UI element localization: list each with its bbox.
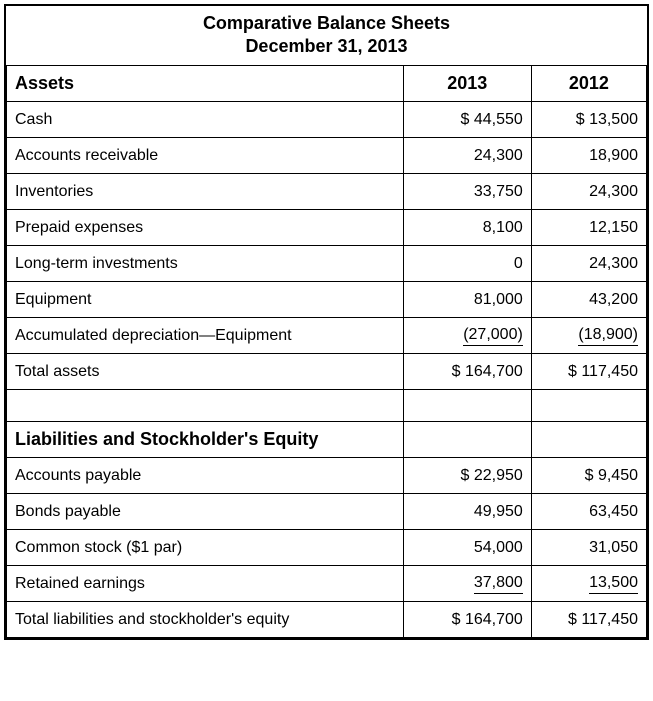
ar-y1: 24,300 xyxy=(403,138,531,174)
total-liab-label: Total liabilities and stockholder's equi… xyxy=(7,602,404,638)
prepaid-label: Prepaid expenses xyxy=(7,210,404,246)
ap-y2: $ 9,450 xyxy=(531,458,646,494)
prepaid-y2: 12,150 xyxy=(531,210,646,246)
prepaid-y1: 8,100 xyxy=(403,210,531,246)
spacer-row xyxy=(7,390,647,422)
cs-y1: 54,000 xyxy=(403,530,531,566)
assets-header: Assets xyxy=(7,66,404,102)
balance-sheet: Comparative Balance Sheets December 31, … xyxy=(4,4,649,640)
ar-y2: 18,900 xyxy=(531,138,646,174)
cash-y1: $ 44,550 xyxy=(403,102,531,138)
row-bonds: Bonds payable 49,950 63,450 xyxy=(7,494,647,530)
equip-label: Equipment xyxy=(7,282,404,318)
bonds-y1: 49,950 xyxy=(403,494,531,530)
inv-y2: 24,300 xyxy=(531,174,646,210)
header-row-assets: Assets 2013 2012 xyxy=(7,66,647,102)
accdep-y2-value: (18,900) xyxy=(578,326,638,346)
accdep-label: Accumulated depreciation—Equipment xyxy=(7,318,404,354)
row-ar: Accounts receivable 24,300 18,900 xyxy=(7,138,647,174)
year2-header: 2012 xyxy=(531,66,646,102)
re-y2-value: 13,500 xyxy=(589,574,638,594)
spacer-cell-3 xyxy=(531,390,646,422)
cash-y2: $ 13,500 xyxy=(531,102,646,138)
row-cash: Cash $ 44,550 $ 13,500 xyxy=(7,102,647,138)
total-assets-y2: $ 117,450 xyxy=(531,354,646,390)
row-common-stock: Common stock ($1 par) 54,000 31,050 xyxy=(7,530,647,566)
liab-header: Liabilities and Stockholder's Equity xyxy=(7,422,404,458)
spacer-cell-2 xyxy=(403,390,531,422)
cash-label: Cash xyxy=(7,102,404,138)
inv-label: Inventories xyxy=(7,174,404,210)
total-liab-y2: $ 117,450 xyxy=(531,602,646,638)
accdep-y2: (18,900) xyxy=(531,318,646,354)
title-line-2: December 31, 2013 xyxy=(6,35,647,58)
re-y1-value: 37,800 xyxy=(474,574,523,594)
liab-header-y2 xyxy=(531,422,646,458)
year1-header: 2013 xyxy=(403,66,531,102)
ap-y1: $ 22,950 xyxy=(403,458,531,494)
bonds-y2: 63,450 xyxy=(531,494,646,530)
row-equipment: Equipment 81,000 43,200 xyxy=(7,282,647,318)
row-inventories: Inventories 33,750 24,300 xyxy=(7,174,647,210)
total-assets-y1: $ 164,700 xyxy=(403,354,531,390)
inv-y1: 33,750 xyxy=(403,174,531,210)
spacer-cell-1 xyxy=(7,390,404,422)
ap-label: Accounts payable xyxy=(7,458,404,494)
bonds-label: Bonds payable xyxy=(7,494,404,530)
balance-sheet-table: Assets 2013 2012 Cash $ 44,550 $ 13,500 … xyxy=(6,65,647,638)
row-retained-earnings: Retained earnings 37,800 13,500 xyxy=(7,566,647,602)
re-label: Retained earnings xyxy=(7,566,404,602)
row-accdep: Accumulated depreciation—Equipment (27,0… xyxy=(7,318,647,354)
header-row-liab: Liabilities and Stockholder's Equity xyxy=(7,422,647,458)
equip-y1: 81,000 xyxy=(403,282,531,318)
lti-y2: 24,300 xyxy=(531,246,646,282)
total-liab-y1: $ 164,700 xyxy=(403,602,531,638)
row-prepaid: Prepaid expenses 8,100 12,150 xyxy=(7,210,647,246)
title-block: Comparative Balance Sheets December 31, … xyxy=(6,6,647,65)
re-y2: 13,500 xyxy=(531,566,646,602)
accdep-y1: (27,000) xyxy=(403,318,531,354)
cs-label: Common stock ($1 par) xyxy=(7,530,404,566)
lti-y1: 0 xyxy=(403,246,531,282)
liab-header-y1 xyxy=(403,422,531,458)
row-ap: Accounts payable $ 22,950 $ 9,450 xyxy=(7,458,647,494)
row-total-liab: Total liabilities and stockholder's equi… xyxy=(7,602,647,638)
ar-label: Accounts receivable xyxy=(7,138,404,174)
title-line-1: Comparative Balance Sheets xyxy=(6,12,647,35)
row-lti: Long-term investments 0 24,300 xyxy=(7,246,647,282)
re-y1: 37,800 xyxy=(403,566,531,602)
accdep-y1-value: (27,000) xyxy=(463,326,523,346)
total-assets-label: Total assets xyxy=(7,354,404,390)
lti-label: Long-term investments xyxy=(7,246,404,282)
row-total-assets: Total assets $ 164,700 $ 117,450 xyxy=(7,354,647,390)
cs-y2: 31,050 xyxy=(531,530,646,566)
equip-y2: 43,200 xyxy=(531,282,646,318)
